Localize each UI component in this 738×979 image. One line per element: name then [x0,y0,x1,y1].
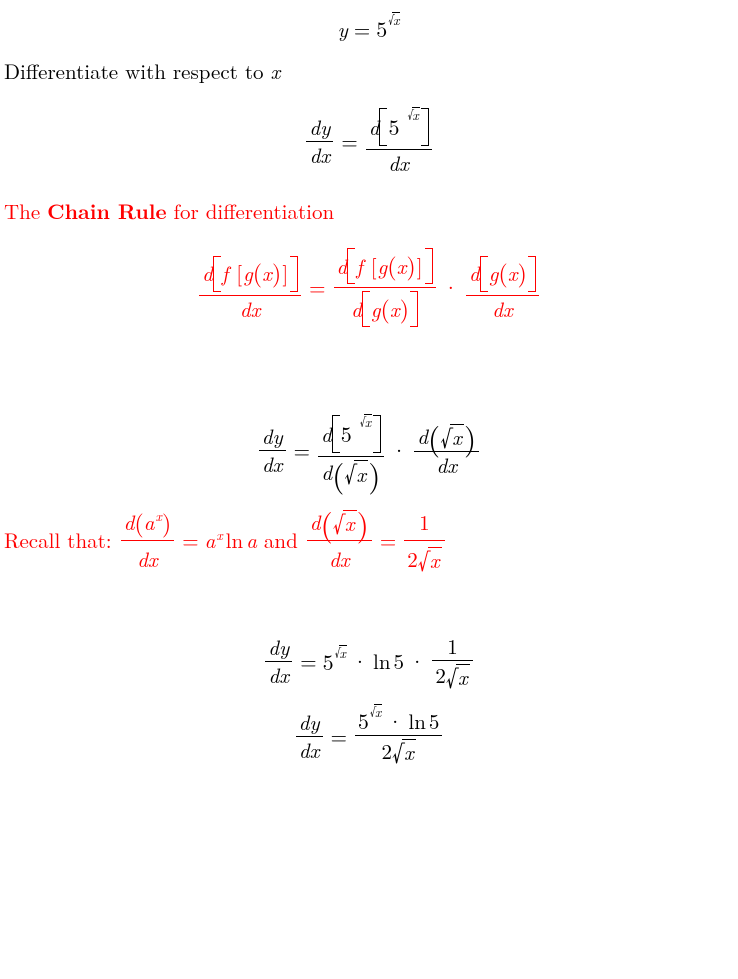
frac-d5sqrtx-dx: d 5 √x dx [366,108,432,174]
equation-chain-applied: dy dx = d 5 √x d (√x) · d [4,415,734,484]
text-recall: Recall that: d (ax) dx = ax ln a and d (… [4,507,734,574]
frac-dy-dx-3: dy dx [265,637,292,686]
frac-dax-dx: d (ax) dx [121,507,175,574]
frac-dy-dx-2: dy dx [259,426,286,475]
base-5: 5 [376,18,387,40]
equation-dy-dx-1: dy dx = d 5 √x dx [4,108,734,174]
frac-dgx-dx: d g(x) dx [466,256,539,320]
frac-dy-dx: dy dx [306,117,333,166]
frac-dsqrtx-dx-rule: d (√x) dx [307,507,372,574]
frac-dy-dx-4: dy dx [296,712,323,761]
equation-final: dy dx = 5 √x · ln5 2√x [4,710,734,763]
equation-original: y = 5 √x [4,16,734,40]
text-differentiate: Differentiate with respect to x [4,56,734,86]
frac-dfgx-dgx: d f [g(x)] d g(x) [334,248,436,327]
var-y: y [338,19,348,40]
frac-1-2sqrtx-b: 1 2√x [432,636,472,688]
exponent-sqrt-x: √x [388,12,400,27]
equation-expanded: dy dx = 5 √x · ln5 · 1 2√x [4,636,734,688]
frac-dsqrtx-dx: d (√x) dx [414,424,479,476]
text-chain-rule: The Chain Rule for differentiation [4,196,734,226]
frac-1-2sqrtx: 1 2√x [404,507,444,574]
equals: = [354,19,370,40]
frac-dfgx-dx: d f [g(x)] dx [199,256,301,320]
equation-chain-rule: d f [g(x)] dx = d f [g(x)] [4,248,734,327]
frac-final: 5 √x · ln5 2√x [355,710,442,763]
frac-d5sqrtx-dsqrtx: d 5 √x d (√x) [318,415,384,484]
